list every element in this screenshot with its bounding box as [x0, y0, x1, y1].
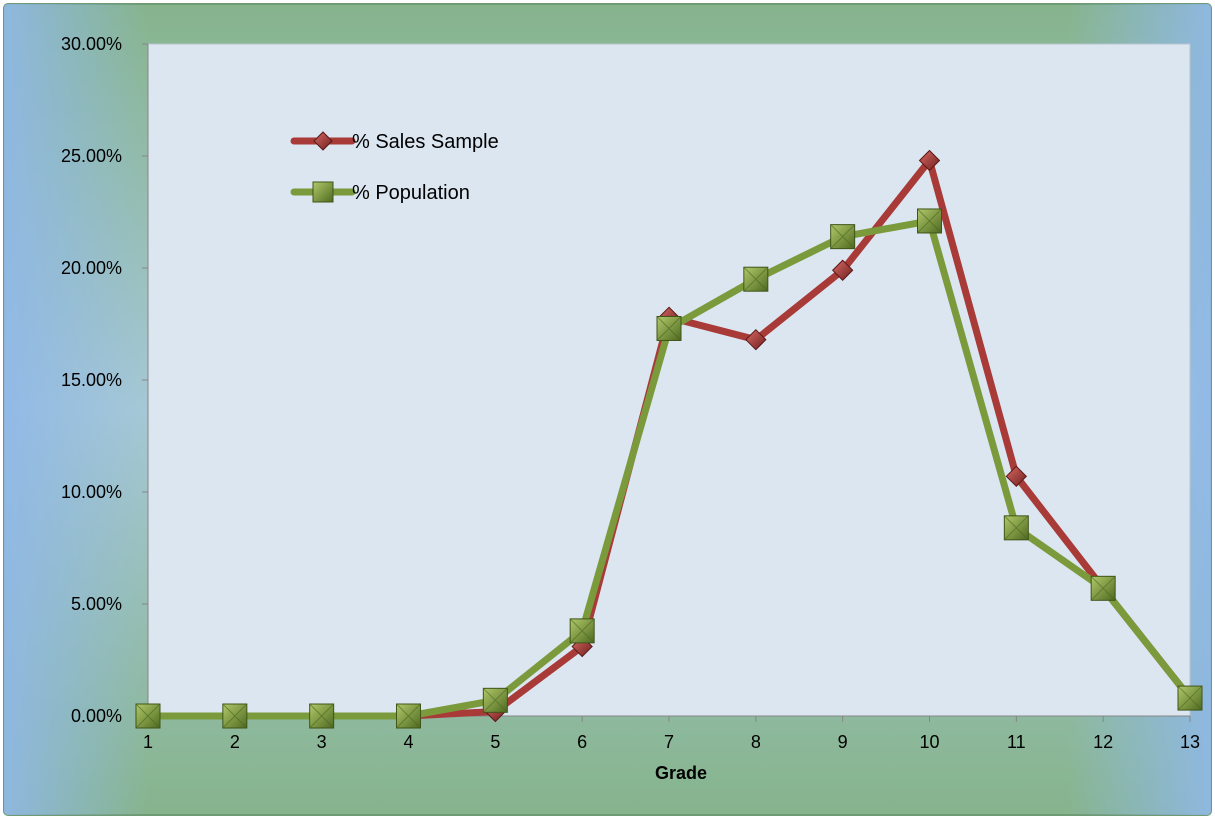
point-population-bevel [917, 208, 942, 234]
x-tick-label: 13 [1180, 732, 1200, 752]
plot-area [147, 43, 1191, 717]
x-tick-label: 9 [838, 732, 848, 752]
point-population-bevel [1090, 575, 1116, 601]
y-tick-label: 15.00% [61, 370, 122, 390]
x-tick-label: 8 [751, 732, 761, 752]
point-sales-sample [918, 149, 941, 172]
x-tick-label: 4 [403, 732, 413, 752]
point-population-bevel [830, 224, 856, 249]
point-sales-sample [745, 328, 767, 351]
x-tick-label: 7 [664, 732, 674, 752]
legend-entry-population: % Population [290, 181, 470, 204]
x-tick-label: 10 [919, 732, 939, 752]
point-sales-sample [1005, 465, 1028, 488]
x-tick-label: 1 [143, 732, 153, 752]
point-population-bevel [482, 687, 508, 713]
series-markers [135, 149, 1203, 729]
point-population-bevel [222, 703, 248, 729]
x-tick-label: 5 [490, 732, 500, 752]
x-tick-label: 11 [1007, 732, 1026, 752]
point-population-bevel [1003, 515, 1029, 541]
point-population-bevel [743, 266, 769, 292]
x-tick-label: 3 [317, 732, 327, 752]
x-tick-label: 2 [230, 732, 240, 752]
legend-label-population: % Population [352, 182, 470, 204]
y-tick-label: 25.00% [61, 146, 122, 166]
y-tick-label: 20.00% [61, 258, 122, 278]
point-sales-sample [831, 259, 854, 281]
x-tick-label: 6 [577, 732, 587, 752]
point-population-bevel [656, 316, 682, 341]
legend-entry-sales-sample: % Sales Sample [290, 131, 499, 153]
legend-label-sales-sample: % Sales Sample [352, 131, 499, 153]
point-population-bevel [396, 703, 421, 729]
y-tick-label: 0.00% [71, 706, 122, 726]
legend-marker-population [312, 181, 334, 203]
x-axis-title: Grade [655, 763, 707, 783]
point-population-bevel [569, 618, 595, 644]
point-population-bevel [309, 703, 335, 729]
y-tick-label: 5.00% [71, 594, 122, 614]
point-population-bevel [1177, 685, 1203, 711]
y-tick-label: 30.00% [61, 34, 122, 54]
y-tick-label: 10.00% [61, 482, 122, 502]
legend-marker-sales-sample [313, 131, 333, 151]
axes: 0.00% 5.00% 10.00% 15.00% 20.00% 25.00% 30.00%… [61, 34, 1200, 752]
x-tick-label: 12 [1093, 732, 1113, 752]
legend: % Sales Sample % Population [290, 131, 499, 204]
point-population-bevel [135, 703, 161, 729]
